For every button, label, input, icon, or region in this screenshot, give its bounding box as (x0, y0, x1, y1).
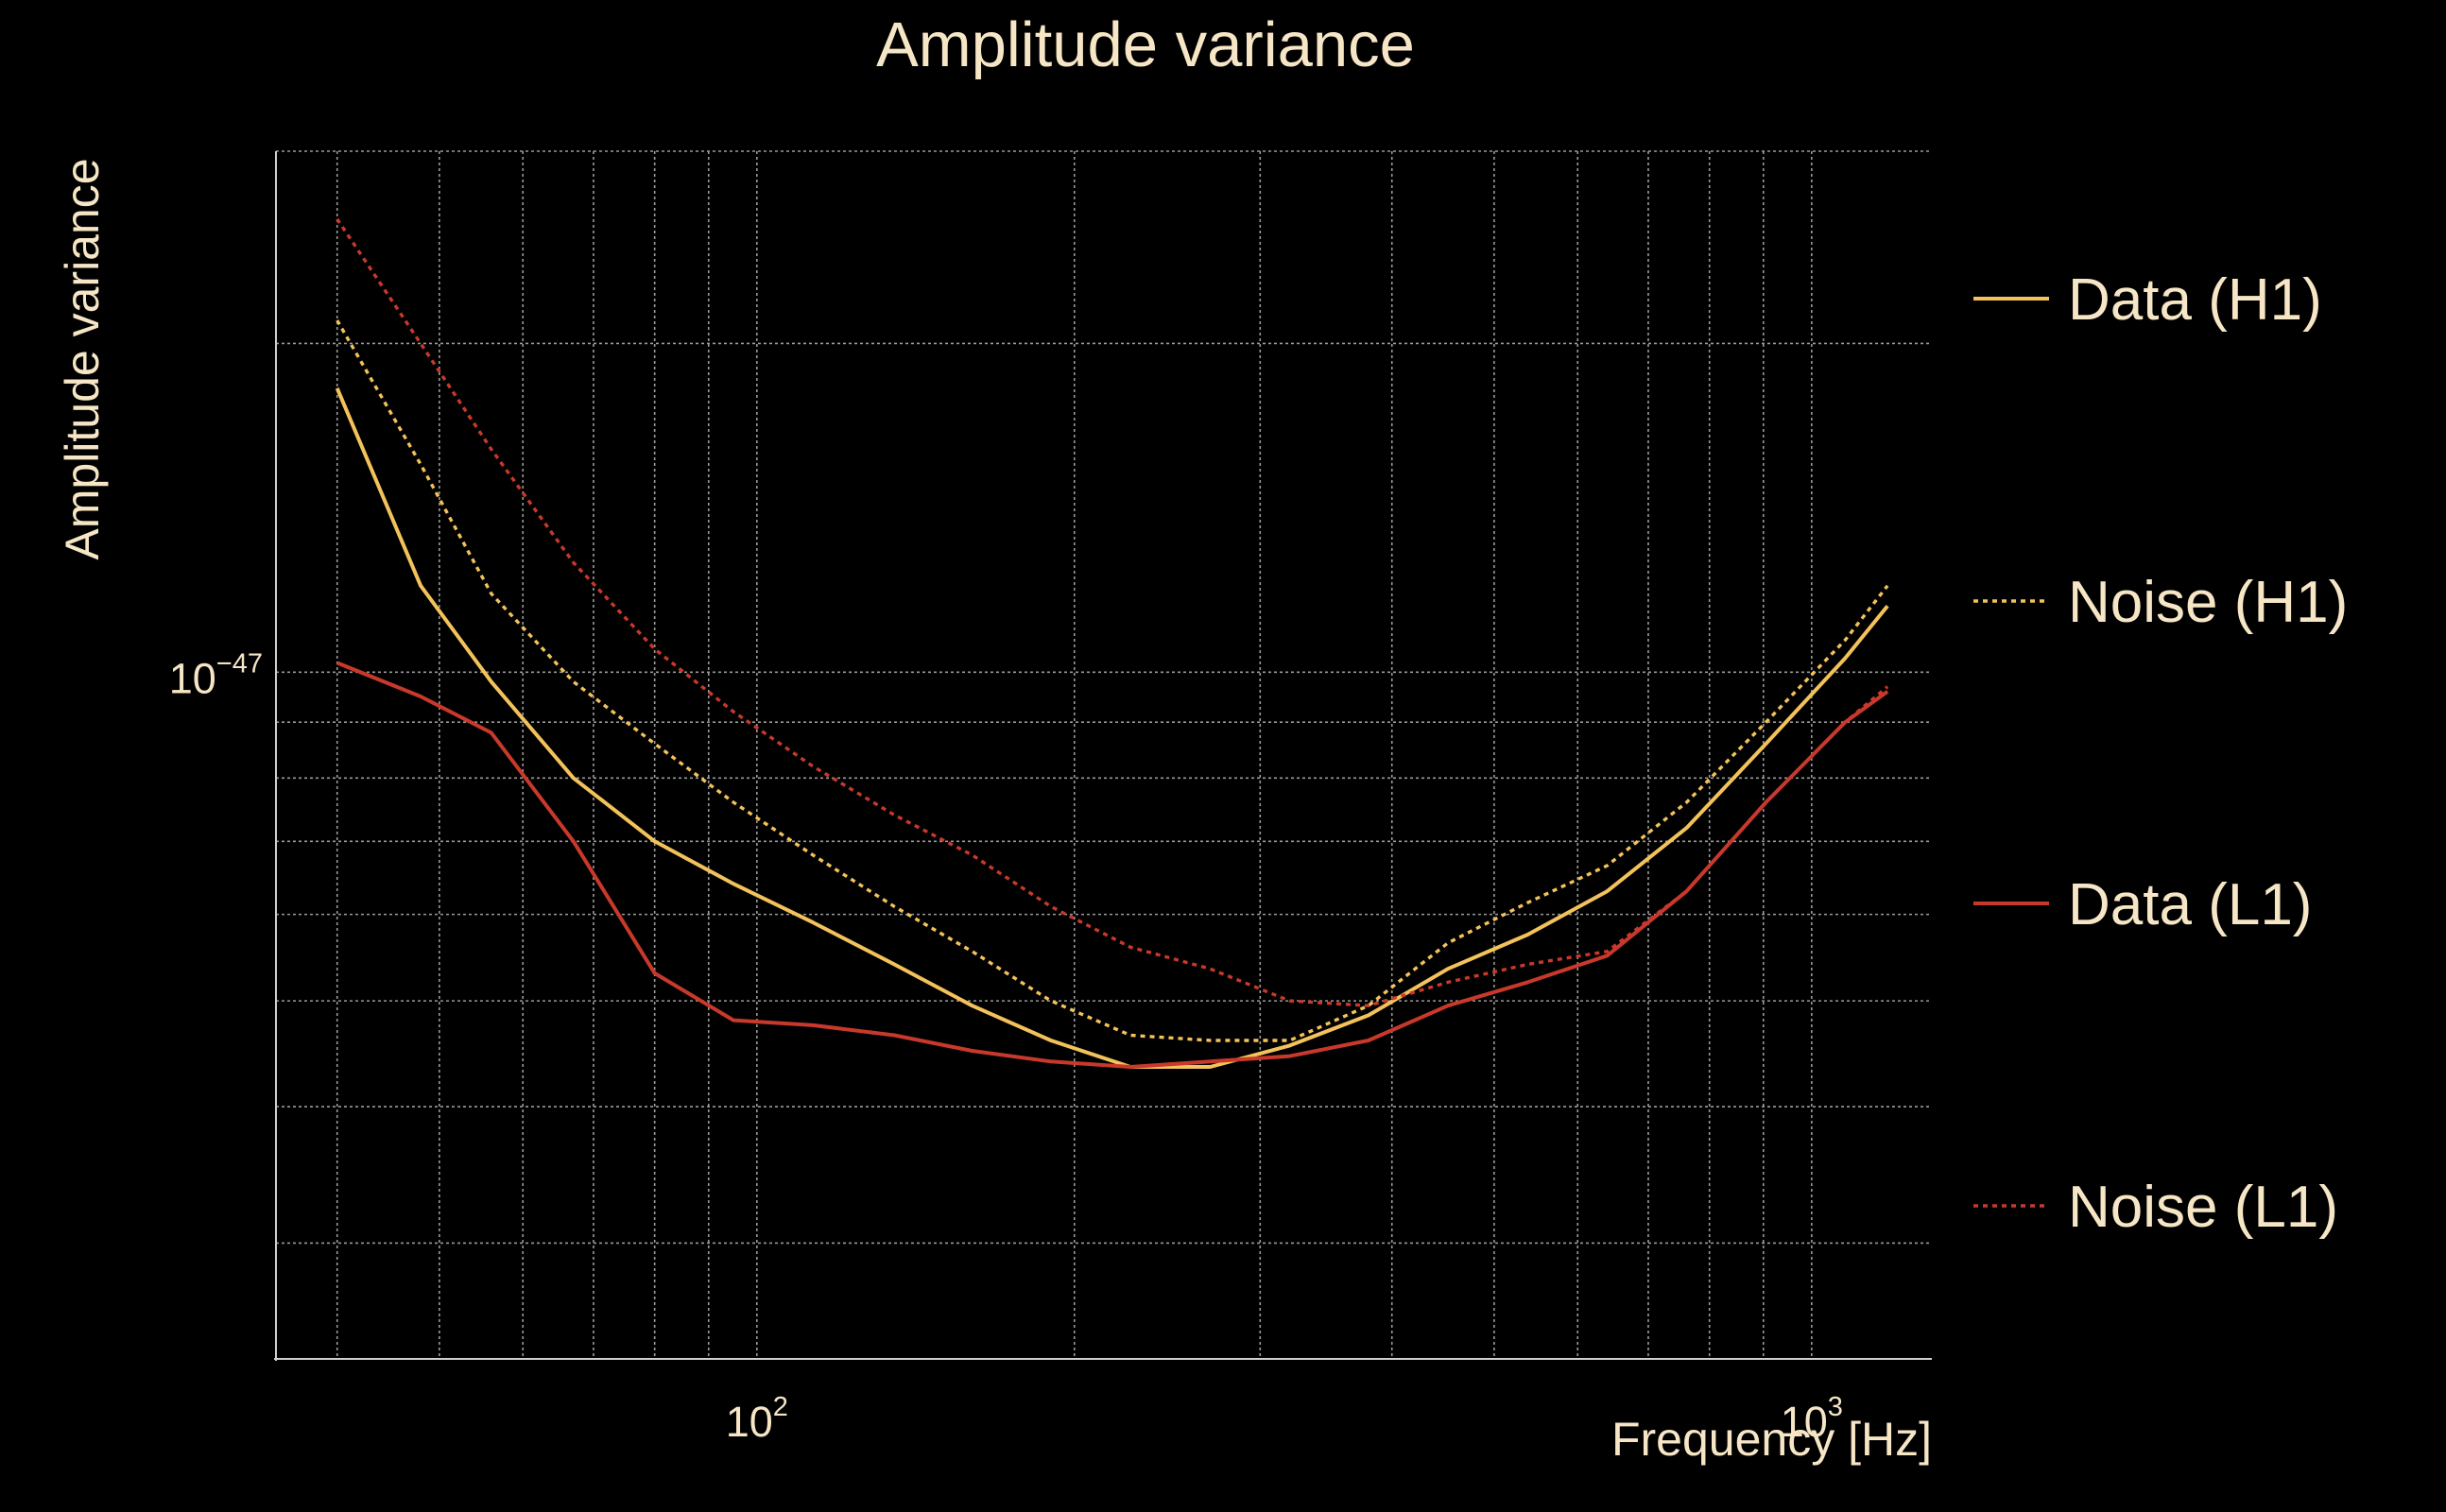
series-line-4 (336, 217, 1889, 1007)
chart-title: Amplitude variance (876, 9, 1415, 80)
legend-label-2: Noise (H1) (2068, 570, 2348, 635)
grid (276, 150, 1932, 1359)
y-tick-label: 10−47 (169, 648, 263, 702)
legend-label-1: Data (H1) (2068, 267, 2322, 333)
x-tick-label: 102 (726, 1392, 788, 1446)
legend: Data (H1) Noise (H1) Data (L1) Noise (L1) (1973, 267, 2348, 1240)
x-axis-label: Frequency [Hz] (1611, 1413, 1932, 1466)
legend-label-3: Data (L1) (2068, 872, 2312, 937)
x-tick-label: 103 (1781, 1392, 1843, 1446)
axes (274, 151, 1932, 1361)
tick-labels: 102 103 10−47 (169, 648, 1843, 1446)
legend-label-4: Noise (L1) (2068, 1175, 2338, 1240)
y-axis-label: Amplitude variance (56, 158, 109, 559)
plot-lines (335, 217, 1889, 1069)
